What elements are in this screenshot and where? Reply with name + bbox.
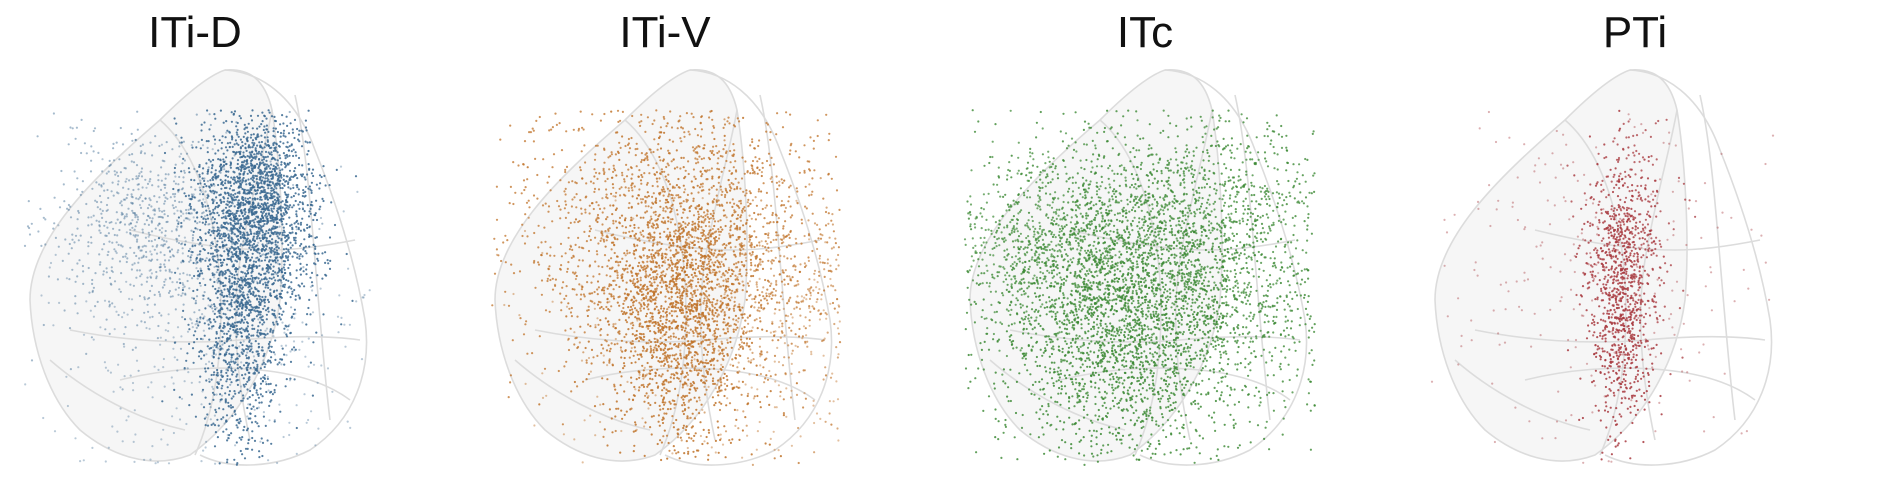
- panel-iti-d: ITi-D: [0, 0, 470, 483]
- panel-itc: ITc: [940, 0, 1410, 483]
- brain-scatter-plot: [963, 69, 1316, 466]
- brain-mesh-outline: [1434, 69, 1773, 466]
- cell-points: [23, 109, 371, 466]
- brain-scatter-plot: [491, 69, 842, 466]
- panel-title: ITc: [1116, 8, 1174, 57]
- brain-mesh-outline: [494, 69, 833, 466]
- panel-title: PTi: [1602, 8, 1668, 57]
- cell-points: [963, 109, 1316, 466]
- panel-title: ITi-V: [619, 8, 711, 57]
- panel-pti: PTi: [1410, 0, 1880, 483]
- brain-scatter-plot: [23, 69, 371, 466]
- brain-mesh-outline: [29, 69, 368, 466]
- brain-scatter-plot: [1430, 69, 1775, 466]
- panel-iti-v: ITi-V: [470, 0, 940, 483]
- cell-points: [491, 109, 842, 466]
- panel-title: ITi-D: [148, 8, 242, 57]
- cell-points: [1430, 109, 1775, 464]
